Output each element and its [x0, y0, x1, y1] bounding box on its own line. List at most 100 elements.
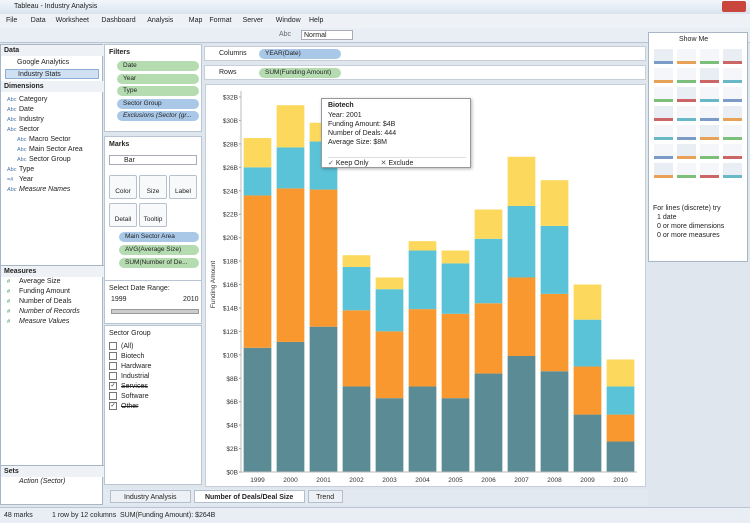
checkbox[interactable] — [109, 392, 117, 401]
chart-thumbnail[interactable] — [723, 49, 742, 64]
sheet-tab[interactable]: Trend — [307, 490, 343, 503]
marks-button[interactable]: Label — [169, 175, 197, 199]
chart-thumbnail[interactable] — [723, 68, 742, 83]
checkbox[interactable]: ✓ — [109, 382, 117, 391]
menu-item[interactable]: Help — [309, 17, 324, 24]
marks-field-pill[interactable]: AVG(Average Size) — [119, 245, 199, 255]
measure-field[interactable]: # Number of Records — [1, 307, 80, 317]
sector-group-filter: Sector Group (All) Biotech Hardware Industri… — [104, 325, 202, 485]
menu-item[interactable]: Worksheet — [55, 17, 89, 24]
sector-option[interactable]: Industrial — [105, 372, 149, 382]
chart-thumbnail[interactable] — [654, 163, 673, 178]
dimension-field[interactable]: Abc Type — [1, 165, 34, 175]
chart-thumbnail[interactable] — [723, 87, 742, 102]
marks-button[interactable]: Size — [139, 175, 167, 199]
chart-thumbnail[interactable] — [700, 49, 719, 64]
sector-option[interactable]: Software — [105, 392, 149, 402]
menu-item[interactable]: Format — [209, 17, 232, 24]
dimension-field[interactable]: Abc Sector Group — [1, 155, 71, 165]
label-button[interactable]: Abc — [279, 31, 292, 38]
sheet-tab[interactable]: Industry Analysis — [110, 490, 191, 503]
filter-pill[interactable]: Type — [117, 86, 199, 96]
chart-thumbnail[interactable] — [677, 49, 696, 64]
data-source[interactable]: Industry Stats — [5, 69, 99, 79]
window-title: Tableau - Industry Analysis — [14, 3, 98, 10]
chart-thumbnail[interactable] — [723, 144, 742, 159]
menu-item[interactable]: Window — [275, 17, 301, 24]
menu-item[interactable]: Data — [30, 17, 46, 24]
chart-thumbnail[interactable] — [700, 125, 719, 140]
sheet-tab[interactable]: Number of Deals/Deal Size — [193, 490, 305, 503]
marks-button[interactable]: Color — [109, 175, 137, 199]
checkbox[interactable] — [109, 372, 117, 381]
shelf-pill[interactable]: SUM(Funding Amount) — [259, 68, 341, 78]
checkbox[interactable] — [109, 352, 117, 361]
menu-item[interactable]: Map — [188, 17, 203, 24]
filter-pill[interactable]: Date — [117, 61, 199, 71]
bar-segment — [243, 347, 272, 472]
checkbox[interactable] — [109, 342, 117, 351]
checkbox[interactable]: ✓ — [109, 402, 117, 411]
set-field[interactable]: Action (Sector) — [19, 478, 66, 485]
measure-field[interactable]: # Measure Values — [1, 317, 69, 327]
chart-thumbnail[interactable] — [723, 125, 742, 140]
chart-thumbnail[interactable] — [700, 144, 719, 159]
chart-thumbnail[interactable] — [654, 68, 673, 83]
measure-field[interactable]: # Funding Amount — [1, 287, 70, 297]
chart-thumbnail[interactable] — [677, 163, 696, 178]
tooltip-action[interactable]: ✕ Exclude — [381, 160, 414, 167]
chart-thumbnail[interactable] — [700, 106, 719, 121]
chart-thumbnail[interactable] — [654, 49, 673, 64]
chart-thumbnail[interactable] — [677, 106, 696, 121]
shelf-pill[interactable]: YEAR(Date) — [259, 49, 341, 59]
marks-field-pill[interactable]: SUM(Number of De... — [119, 258, 199, 268]
chart-thumbnail[interactable] — [723, 163, 742, 178]
dimension-field[interactable]: Abc Main Sector Area — [1, 145, 83, 155]
chart-thumbnail[interactable] — [700, 87, 719, 102]
menu-item[interactable]: Dashboard — [101, 17, 136, 24]
filter-pill[interactable]: Year — [117, 73, 199, 84]
dimension-field[interactable]: Abc Sector — [1, 125, 39, 135]
chart-thumbnail[interactable] — [700, 163, 719, 178]
menu-item[interactable]: Server — [242, 17, 264, 24]
dimension-field[interactable]: Abc Date — [1, 105, 34, 115]
sector-option[interactable]: (All) — [105, 342, 133, 352]
sector-option[interactable]: Hardware — [105, 362, 151, 372]
marks-field-pill[interactable]: Main Sector Area — [119, 232, 199, 242]
dimension-field[interactable]: =# Year — [1, 175, 33, 185]
filter-pill[interactable]: Exclusions (Sector (gr... — [117, 111, 199, 121]
sector-option[interactable]: ✓ Other — [105, 402, 139, 412]
chart-thumbnail[interactable] — [654, 106, 673, 121]
chart-thumbnail[interactable] — [654, 87, 673, 102]
chart-thumbnail[interactable] — [654, 144, 673, 159]
range-slider[interactable] — [111, 309, 199, 314]
tooltip-line: Average Size: $8M — [328, 139, 388, 146]
chart-thumbnail[interactable] — [677, 68, 696, 83]
dimension-field[interactable]: Abc Macro Sector — [1, 135, 71, 145]
mark-type-dropdown[interactable]: Bar — [109, 155, 197, 165]
data-source[interactable]: Google Analytics — [17, 59, 70, 66]
chart-thumbnail[interactable] — [654, 125, 673, 140]
chart-thumbnail[interactable] — [700, 68, 719, 83]
dimension-field[interactable]: Abc Industry — [1, 115, 44, 125]
measure-field[interactable]: # Number of Deals — [1, 297, 72, 307]
filter-pill[interactable]: Sector Group — [117, 98, 199, 109]
menu-item[interactable]: Analysis — [147, 17, 174, 24]
sector-option[interactable]: ✓ Services — [105, 382, 148, 392]
chart-thumbnail[interactable] — [723, 106, 742, 121]
marks-button[interactable]: Detail — [109, 203, 137, 227]
chart-thumbnail[interactable] — [677, 125, 696, 140]
measure-field[interactable]: # Average Size — [1, 277, 61, 287]
chart-thumbnail[interactable] — [677, 87, 696, 102]
sector-option[interactable]: Biotech — [105, 352, 144, 362]
dimension-field[interactable]: Abc Measure Names — [1, 185, 70, 195]
tooltip-action[interactable]: ✓ Keep Only — [328, 160, 369, 167]
fit-dropdown[interactable]: Normal — [301, 30, 353, 40]
checkbox[interactable] — [109, 362, 117, 371]
marks-button[interactable]: Tooltip — [139, 203, 167, 227]
filters-card: Filters Date Year Type Sector Group Exclusion… — [104, 44, 202, 132]
dimension-field[interactable]: Abc Category — [1, 95, 47, 105]
menu-item[interactable]: File — [6, 17, 18, 24]
chart-thumbnail[interactable] — [677, 144, 696, 159]
close-button[interactable] — [722, 1, 746, 12]
